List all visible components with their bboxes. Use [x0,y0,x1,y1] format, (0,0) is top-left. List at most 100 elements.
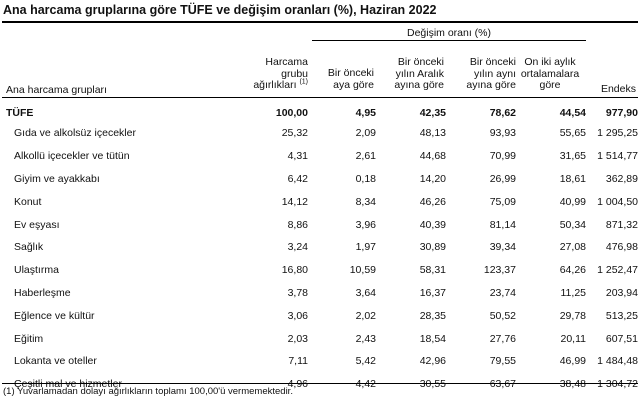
table-row: Sağlık 3,24 1,97 30,89 39,34 27,08 476,98 [2,236,638,259]
annual-cell: 23,74 [489,286,516,299]
monthly-cell: 2,61 [355,150,376,163]
annual-cell: 93,93 [489,127,516,140]
monthly-cell: 4,95 [355,106,376,119]
weight-cell: 3,78 [287,286,308,299]
monthly-header-line: aya göre [333,78,374,91]
avg-header-line: göre [539,79,561,92]
index-cell: 203,94 [605,286,638,299]
avg-cell: 50,34 [559,218,586,231]
table-row: Eğitim 2,03 2,43 18,54 27,76 20,11 607,51 [2,327,638,350]
monthly-cell: 10,59 [349,264,376,277]
avg-cell: 38,48 [559,378,586,391]
table-row: Eğlence ve kültür 3,06 2,02 28,35 50,52 29,78… [2,304,638,327]
december-cell: 30,89 [419,241,446,254]
index-cell: 1 004,50 [597,195,638,208]
december-cell: 48,13 [419,127,446,140]
december-header-line: yılın Aralık [395,67,444,80]
avg-cell: 55,65 [559,127,586,140]
december-cell: 16,37 [419,286,446,299]
annual-cell: 63,67 [489,378,516,391]
monthly-cell: 1,97 [355,241,376,254]
annual-cell: 26,99 [489,172,516,185]
weight-cell: 7,11 [288,355,308,368]
index-cell: 871,32 [605,218,638,231]
monthly-cell: 4,42 [355,378,376,391]
footnote-marker: (1) [299,78,308,86]
weight-cell: 4,96 [287,378,308,391]
table-row: Gıda ve alkolsüz içecekler 25,32 2,09 48,13… [2,122,638,145]
avg-cell: 29,78 [559,309,586,322]
december-header-line: Bir önceki [397,56,444,68]
index-cell: 1 484,48 [597,355,638,368]
annual-header-line: yılın aynı [473,67,516,80]
weight-header-word: ağırlıkları [253,79,297,92]
index-cell: 476,98 [605,241,638,254]
annual-header-line: ayına göre [466,79,516,92]
december-cell: 30,55 [419,378,446,391]
table-row: Çeşitli mal ve hizmetler 4,96 4,42 30,55 63,… [2,373,638,396]
row-label: Sağlık [14,241,44,254]
december-cell: 44,68 [419,150,446,163]
table-row: Giyim ve ayakkabı 6,42 0,18 14,20 26,99 18,61… [2,168,638,191]
index-cell: 513,25 [605,309,638,322]
monthly-header-line: Bir önceki [327,67,374,79]
row-label: Ulaştırma [14,264,59,277]
index-cell: 1 304,72 [597,378,638,391]
row-label: Giyim ve ayakkabı [14,172,100,185]
change-group-rule [312,40,586,41]
annual-cell: 79,55 [489,355,516,368]
december-column-header: Bir önceki yılın Aralık ayına göre [370,56,444,92]
weight-cell: 100,00 [275,106,308,119]
header-rule [2,97,638,98]
monthly-cell: 2,43 [355,332,376,345]
table-row: Konut 14,12 8,34 46,26 75,09 40,99 1 004,50 [2,190,638,213]
weight-cell: 6,42 [287,172,308,185]
avg-column-header: On iki aylık ortalamalara göre [510,56,590,92]
row-label-header: Ana harcama grupları [6,84,107,96]
avg-cell: 20,11 [560,332,587,345]
weight-cell: 14,12 [281,195,308,208]
monthly-cell: 3,96 [355,218,376,231]
december-cell: 46,26 [419,195,446,208]
annual-cell: 78,62 [489,106,516,119]
annual-cell: 27,76 [489,332,516,345]
avg-cell: 27,08 [559,241,586,254]
weight-cell: 3,24 [287,241,308,254]
december-cell: 28,35 [419,309,446,322]
weight-header-line: Harcama [265,56,308,68]
row-label: Gıda ve alkolsüz içecekler [14,127,136,140]
weight-column-header: Harcama grubu ağırlıkları (1) [232,56,308,92]
avg-cell: 18,61 [559,172,586,185]
change-group-header: Değişim oranı (%) [406,27,492,39]
weight-cell: 25,32 [281,127,308,140]
table-row: Alkollü içecekler ve tütün 4,31 2,61 44,68 7… [2,145,638,168]
row-label: Çeşitli mal ve hizmetler [14,378,122,391]
december-header-line: ayına göre [394,79,444,92]
december-cell: 18,54 [419,332,446,345]
index-cell: 1 514,77 [597,150,638,163]
monthly-cell: 8,34 [355,195,376,208]
december-cell: 14,20 [419,172,446,185]
annual-cell: 70,99 [489,150,516,163]
monthly-column-header: Bir önceki aya göre [300,67,374,91]
annual-header-line: Bir önceki [469,56,516,68]
top-rule [2,21,638,23]
index-cell: 607,51 [605,332,638,345]
footnote: (1) Yuvarlamadan dolayı ağırlıkların top… [3,386,293,397]
row-label: TÜFE [6,106,34,119]
avg-cell: 64,26 [559,264,586,277]
avg-header-line: ortalamalara [520,67,580,80]
table-row: Lokanta ve oteller 7,11 5,42 42,96 79,55 46,9… [2,350,638,373]
december-cell: 42,96 [419,355,446,368]
avg-header-line: On iki aylık [524,56,576,68]
table-title: Ana harcama gruplarına göre TÜFE ve deği… [3,3,437,17]
row-label: Haberleşme [14,286,71,299]
avg-cell: 44,54 [559,106,586,119]
avg-cell: 40,99 [559,195,586,208]
table-body: TÜFE 100,00 4,95 42,35 78,62 44,54 977,90 Gıda … [2,103,638,396]
avg-cell: 11,25 [560,286,587,299]
index-cell: 362,89 [605,172,638,185]
table-row: Ulaştırma 16,80 10,59 58,31 123,37 64,26 1 252… [2,259,638,282]
weight-cell: 8,86 [287,218,308,231]
annual-cell: 81,14 [489,218,516,231]
